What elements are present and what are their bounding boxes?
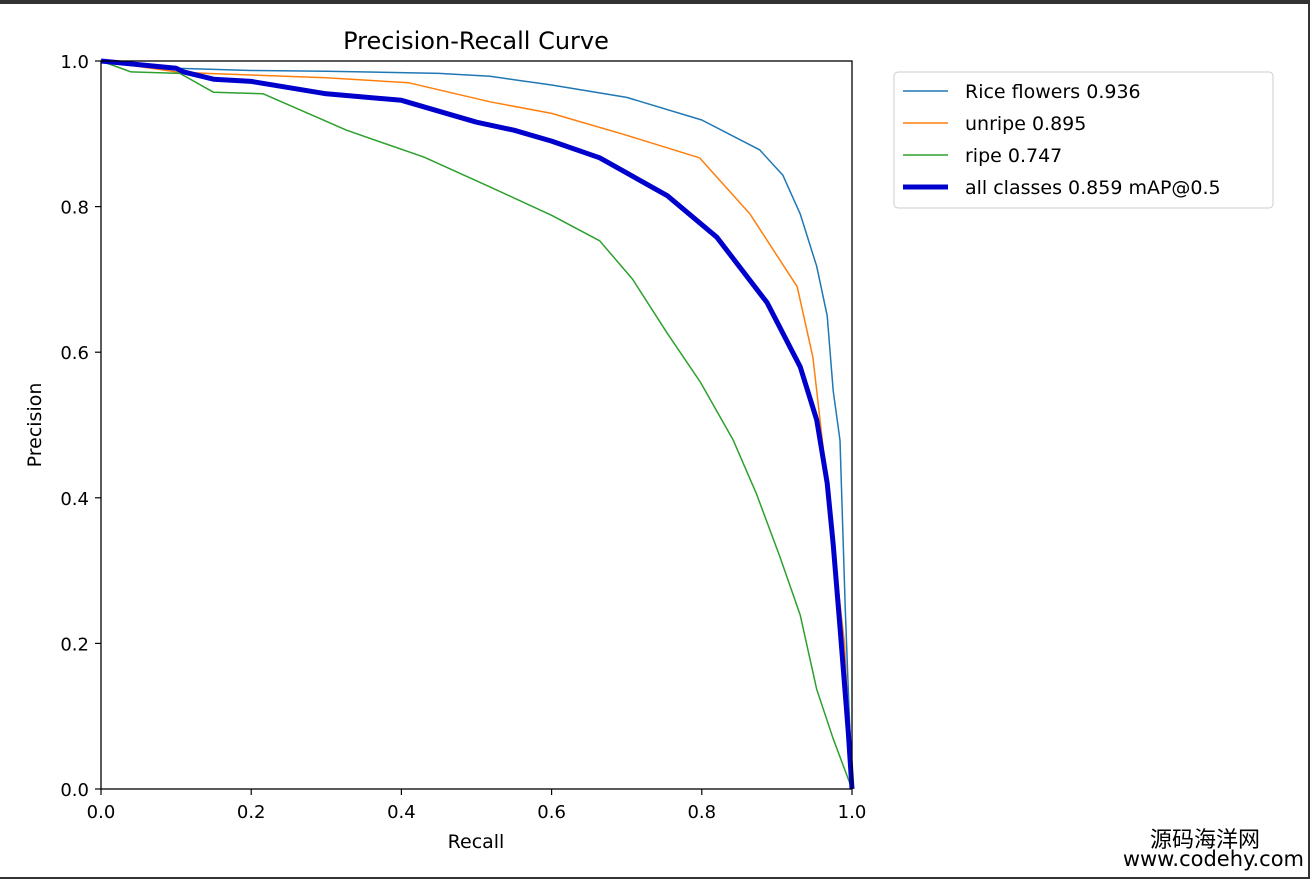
x-tick-label: 0.8 [687, 802, 716, 823]
x-axis-ticks: 0.0 0.2 0.4 0.6 0.8 1.0 [87, 789, 867, 823]
x-axis-label: Recall [448, 831, 505, 853]
legend-label-2: ripe 0.747 [965, 145, 1062, 167]
curves [100, 58, 855, 790]
legend: Rice flowers 0.936 unripe 0.895 ripe 0.747… [893, 71, 1274, 209]
x-tick-label: 0.0 [87, 802, 116, 823]
legend-label-3: all classes 0.859 mAP@0.5 [965, 177, 1221, 199]
x-tick-label: 0.4 [387, 802, 416, 823]
chart-title: Precision-Recall Curve [343, 27, 609, 55]
plot-frame [100, 60, 853, 790]
series-line-0 [100, 60, 853, 790]
watermark-cn: 源码海洋网 [1149, 828, 1260, 853]
x-tick-label: 0.2 [237, 802, 266, 823]
y-axis-ticks: 0.0 0.2 0.4 0.6 0.8 1.0 [60, 52, 101, 801]
y-tick-label: 0.4 [60, 489, 89, 510]
series-line-2 [100, 60, 853, 790]
series-line-3 [100, 58, 855, 790]
y-tick-label: 0.6 [60, 343, 89, 364]
y-tick-label: 0.8 [60, 198, 89, 219]
legend-label-1: unripe 0.895 [965, 113, 1086, 135]
y-axis-label: Precision [24, 383, 46, 468]
y-tick-label: 0.2 [60, 634, 89, 655]
watermark-url: www.codehy.com [1122, 847, 1304, 871]
y-tick-label: 1.0 [60, 52, 89, 73]
legend-label-0: Rice flowers 0.936 [965, 81, 1141, 103]
x-tick-label: 1.0 [838, 802, 867, 823]
x-tick-label: 0.6 [537, 802, 566, 823]
y-tick-label: 0.0 [60, 780, 89, 801]
legend-box [893, 71, 1274, 209]
series-line-1 [100, 60, 853, 790]
